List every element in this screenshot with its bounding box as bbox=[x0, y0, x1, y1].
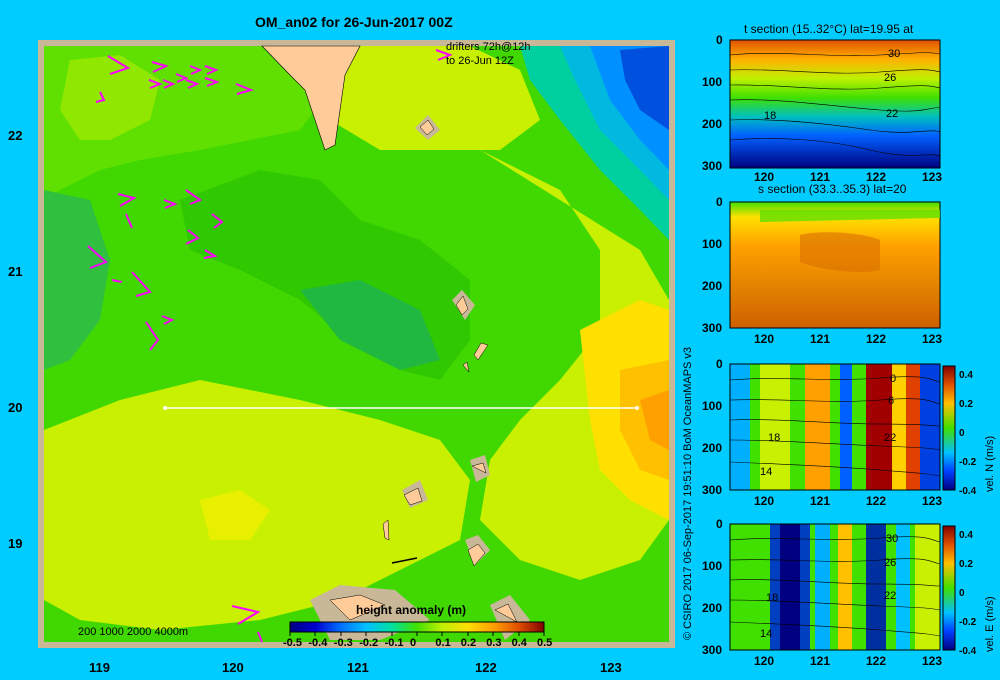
contour-label: 26 bbox=[884, 557, 897, 569]
panel-depth-tick: 200 bbox=[702, 441, 723, 455]
panel-depth-tick: 200 bbox=[702, 279, 723, 293]
colorbar-ticks bbox=[289, 632, 545, 636]
contour-label: 30 bbox=[886, 533, 899, 545]
colorbar-tick-label: 0.4 bbox=[511, 637, 527, 649]
contour-label: 30 bbox=[888, 48, 901, 60]
depth-legend: 200 1000 2000 4000m bbox=[78, 626, 189, 638]
panel-colorbar-tick: 0 bbox=[959, 588, 965, 599]
panel-depth-tick: 100 bbox=[702, 399, 723, 413]
colorbar-tick-label: -0.4 bbox=[308, 637, 328, 649]
panel-lon-tick: 120 bbox=[754, 494, 775, 508]
panel-lon-tick: 123 bbox=[922, 170, 943, 184]
vel-e-colorbar-label: vel. E (m/s) bbox=[984, 596, 996, 652]
panel-colorbar-tick: -0.2 bbox=[959, 617, 977, 628]
panel-depth-tick: 300 bbox=[702, 643, 723, 657]
panel-colorbar-tick: 0 bbox=[959, 428, 965, 439]
contour-label: 22 bbox=[884, 432, 897, 444]
panel-lon-tick: 122 bbox=[866, 654, 887, 668]
panel-depth-tick: 100 bbox=[702, 75, 723, 89]
panel-lon-tick: 122 bbox=[866, 170, 887, 184]
panel-depth-tick: 0 bbox=[716, 357, 723, 371]
panel-depth-tick: 300 bbox=[702, 321, 723, 335]
panel-lon-tick: 121 bbox=[810, 654, 831, 668]
drifter-note-line2: to 26-Jun 12Z bbox=[446, 55, 514, 67]
panel-lon-tick: 123 bbox=[922, 654, 943, 668]
lat-tick: 21 bbox=[8, 264, 23, 279]
contour-label: 18 bbox=[768, 432, 781, 444]
panel-colorbar-tick: 0.4 bbox=[959, 370, 973, 381]
drifter-note-line1: drifters 72h@12h bbox=[446, 41, 531, 53]
drifter-arrows bbox=[87, 49, 453, 643]
panel-lon-tick: 121 bbox=[810, 170, 831, 184]
contour-label: 18 bbox=[764, 110, 777, 122]
panel-depth-tick: 300 bbox=[702, 483, 723, 497]
panel-depth-tick: 100 bbox=[702, 559, 723, 573]
colorbar-title: height anomaly (m) bbox=[356, 603, 467, 617]
contour-label: 14 bbox=[760, 628, 773, 640]
lon-tick: 120 bbox=[222, 660, 244, 675]
panel-lon-tick: 121 bbox=[810, 494, 831, 508]
land-taiwan-south bbox=[261, 45, 361, 151]
lat-tick: 19 bbox=[8, 536, 23, 551]
panel-depth-tick: 0 bbox=[716, 33, 723, 47]
colorbar-tick-label: 0.2 bbox=[460, 637, 477, 649]
panel-salinity bbox=[729, 201, 941, 329]
panel-lon-tick: 120 bbox=[754, 332, 775, 346]
panel-lon-tick: 123 bbox=[922, 332, 943, 346]
panel-lon-tick: 122 bbox=[866, 494, 887, 508]
colorbar-tick-label: 0.3 bbox=[486, 637, 502, 649]
panel-colorbar-tick: -0.2 bbox=[959, 457, 977, 468]
panel-colorbar-tick: -0.4 bbox=[959, 646, 977, 657]
panel-depth-tick: 0 bbox=[716, 517, 723, 531]
panel-depth-tick: 200 bbox=[702, 117, 723, 131]
colorbar-tick-label: 0 bbox=[410, 637, 417, 649]
drifter-track-black bbox=[391, 557, 418, 564]
panel-depth-tick: 300 bbox=[702, 159, 723, 173]
contour-label: 14 bbox=[760, 466, 773, 478]
panel-colorbar-tick: 0.2 bbox=[959, 399, 973, 410]
panel-title-salinity: s section (33.3..35.3) lat=20 bbox=[758, 182, 907, 196]
panel-vel-n bbox=[729, 363, 956, 491]
panel-lon-tick: 123 bbox=[922, 494, 943, 508]
contour-label: 0 bbox=[890, 373, 897, 385]
panel-colorbar-tick: 0.4 bbox=[959, 530, 973, 541]
vel-n-colorbar-label: vel. N (m/s) bbox=[984, 435, 996, 492]
lon-tick: 121 bbox=[347, 660, 369, 675]
panel-lon-tick: 122 bbox=[866, 332, 887, 346]
lon-tick: 119 bbox=[89, 660, 110, 675]
panel-lon-tick: 120 bbox=[754, 170, 775, 184]
figure-title: OM_an02 for 26-Jun-2017 00Z bbox=[255, 14, 453, 30]
colorbar bbox=[289, 621, 545, 633]
panel-vel-e bbox=[729, 523, 956, 651]
colorbar-tick-label: -0.1 bbox=[384, 637, 404, 649]
panel-depth-tick: 0 bbox=[716, 195, 723, 209]
lat-tick: 22 bbox=[8, 128, 23, 143]
contour-label: 22 bbox=[884, 590, 897, 602]
panel-lon-tick: 121 bbox=[810, 332, 831, 346]
lon-tick: 122 bbox=[475, 660, 497, 675]
colorbar-tick-label: -0.3 bbox=[333, 637, 353, 649]
panel-colorbar-tick: -0.4 bbox=[959, 486, 977, 497]
panel-title-temperature: t section (15..32°C) lat=19.95 at bbox=[744, 22, 914, 36]
panel-depth-tick: 200 bbox=[702, 601, 723, 615]
colorbar-tick-label: 0.1 bbox=[435, 637, 451, 649]
panel-depth-tick: 100 bbox=[702, 237, 723, 251]
colorbar-tick-label: 0.5 bbox=[537, 637, 553, 649]
lat-tick: 20 bbox=[8, 400, 23, 415]
panel-colorbar-tick: 0.2 bbox=[959, 559, 973, 570]
colorbar-tick-label: -0.5 bbox=[283, 637, 302, 649]
land-islands bbox=[329, 119, 518, 623]
contour-label: 22 bbox=[886, 108, 899, 120]
lon-tick: 123 bbox=[600, 660, 622, 675]
colorbar-tick-label: -0.2 bbox=[359, 637, 379, 649]
contour-label: 26 bbox=[884, 72, 897, 84]
credit-text: © CSIRO 2017 06-Sep-2017 19:51:10 BoM Oc… bbox=[682, 346, 694, 640]
contour-label: 18 bbox=[766, 592, 779, 604]
height-anomaly-field bbox=[44, 46, 669, 642]
panel-temperature bbox=[729, 39, 941, 169]
contour-label: 6 bbox=[888, 395, 895, 407]
panel-lon-tick: 120 bbox=[754, 654, 775, 668]
